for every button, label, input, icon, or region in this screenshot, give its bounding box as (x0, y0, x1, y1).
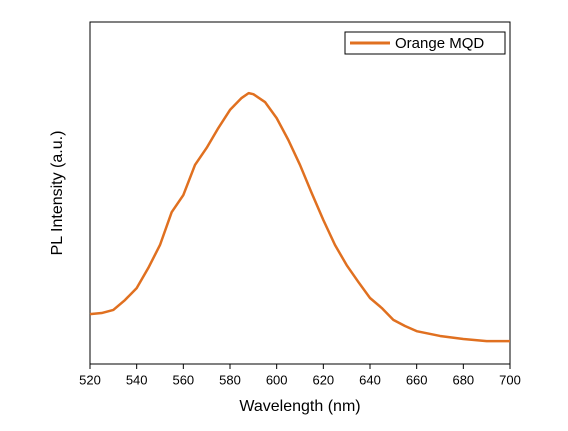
x-tick-label: 620 (312, 372, 334, 387)
x-tick-label: 640 (359, 372, 381, 387)
y-axis-label: PL Intensity (a.u.) (49, 131, 66, 256)
x-axis-label: Wavelength (nm) (239, 398, 360, 415)
x-tick-label: 560 (172, 372, 194, 387)
x-tick-label: 660 (406, 372, 428, 387)
x-tick-label: 700 (499, 372, 521, 387)
x-tick-label: 580 (219, 372, 241, 387)
legend-label: Orange MQD (395, 35, 484, 52)
x-tick-label: 600 (266, 372, 288, 387)
x-tick-label: 540 (126, 372, 148, 387)
plot-frame (89, 21, 511, 365)
legend-box (344, 31, 506, 55)
x-tick-label: 680 (452, 372, 474, 387)
line-series (89, 91, 510, 343)
x-tick-label: 520 (79, 372, 101, 387)
